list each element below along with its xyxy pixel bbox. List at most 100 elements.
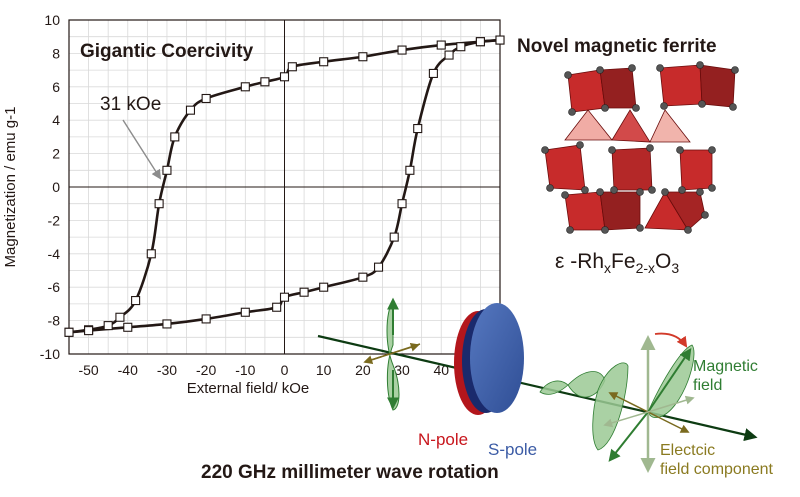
data-point-marker [103,321,113,331]
data-point-marker [185,105,196,115]
formula-fe: Fe [611,250,636,273]
oxygen-atom [601,104,609,112]
incoming-electric-arrow-rev [363,343,421,365]
data-point-marker [358,272,368,282]
data-point-marker [319,57,329,67]
data-point-marker [201,314,211,324]
data-point-marker [319,282,329,292]
y-tick-label: 2 [52,146,60,162]
data-point-marker [389,232,399,242]
y-tick-label: 8 [52,45,60,61]
data-point-marker [162,165,172,175]
oxygen-atom [708,146,716,154]
oxygen-atom [546,184,554,192]
oxygen-atom [731,66,739,74]
octahedron [679,149,713,191]
oxygen-atom [661,188,669,196]
octahedron [699,64,736,108]
ferrite-formula: ε -RhxFe2-xO3 [555,250,679,276]
data-point-marker [240,307,250,317]
electric-field-label-line2: field component [660,461,774,478]
oxygen-atom [701,211,709,219]
oxygen-atom [561,191,569,199]
crystal-structure-illustration [541,61,739,234]
y-tick-label: -10 [40,346,60,362]
rotation-arrow [654,332,688,348]
electric-field-arrow-rev [647,411,690,433]
x-tick-label: 30 [394,362,410,378]
ferrite-heading: Novel magnetic ferrite [517,36,717,57]
light-field-arrow [647,395,695,413]
incoming-wave-lobe [386,299,400,411]
outgoing-wave-lobe-4 [647,344,695,419]
oxygen-atom [610,186,618,194]
oxygen-atom [636,224,644,232]
octahedron [599,67,637,109]
oxygen-atom [684,226,692,234]
oxygen-atom [729,103,737,111]
y-tick-label: 6 [52,79,60,95]
data-point-marker [84,326,94,336]
oxygen-atom [628,64,636,72]
octahedron [567,69,606,113]
outgoing-wave-lobe-3 [592,362,629,451]
y-tick-label: 0 [52,179,60,195]
oxygen-atom [541,146,549,154]
chart-tick-labels: -50 -40 -30 -20 -10 0 10 20 30 40-10-8-6-4-202468… [40,12,449,378]
tetrahedron [611,109,651,143]
n-pole-label: N-pole [418,430,468,449]
data-point-marker [287,62,297,72]
coercivity-heading: Gigantic Coercivity [80,41,254,62]
formula-o: O [655,250,671,273]
oxygen-atom [698,100,706,108]
x-tick-label: 0 [281,362,289,378]
octahedron [599,191,641,231]
x-tick-label: -50 [78,362,98,378]
y-tick-label: -2 [48,212,61,228]
data-point-marker [146,249,156,259]
formula-sub-2x: 2-x [636,260,655,276]
data-point-marker [260,77,270,87]
octahedron [611,147,653,191]
coercivity-annotation: 31 kOe [100,94,161,115]
electric-field-label-line1: Electcic [660,442,715,459]
data-point-marker [397,199,407,209]
data-point-marker [131,296,141,306]
chart-markers [64,35,505,337]
y-tick-label: -6 [48,279,61,295]
data-point-marker [279,72,290,82]
tetrahedron [564,109,613,141]
octahedron [659,64,703,107]
oxygen-atom [564,71,572,79]
disc-s-pole [470,303,524,413]
y-tick-label: -4 [48,246,61,262]
magnetic-field-label-line2: field [693,377,722,394]
x-tick-label: -20 [196,362,216,378]
tetrahedron [649,109,691,143]
wave-rotation-illustration: N-pole S-pole Magnetic field Electcic fi… [317,297,774,478]
data-point-marker [495,35,505,45]
annotation-arrow [122,119,162,180]
formula-sub-3: 3 [671,260,679,276]
data-point-marker [436,40,446,50]
oxygen-atom [648,186,656,194]
data-point-marker [279,292,290,302]
hysteresis-chart: -50 -40 -30 -20 -10 0 10 20 30 40-10-8-6-4-202468… [2,12,505,397]
magnetic-field-label: Magnetic field [693,358,762,394]
oxygen-atom [696,188,704,196]
oxygen-atom [566,226,574,234]
oxygen-atom [632,104,640,112]
magnetic-field-arrow [647,348,692,413]
magnetic-field-label-line1: Magnetic [693,358,758,375]
data-point-marker [358,52,368,62]
y-tick-label: 10 [44,12,60,28]
data-point-marker [272,302,282,312]
magnetic-field-arrow-rev [608,411,649,462]
oxygen-atom [581,186,589,194]
rotation-heading: 220 GHz millimeter wave rotation [201,462,499,483]
y-tick-label: 4 [52,112,60,128]
oxygen-atom [576,141,584,149]
y-tick-label: -8 [48,313,61,329]
data-point-marker [154,199,164,209]
